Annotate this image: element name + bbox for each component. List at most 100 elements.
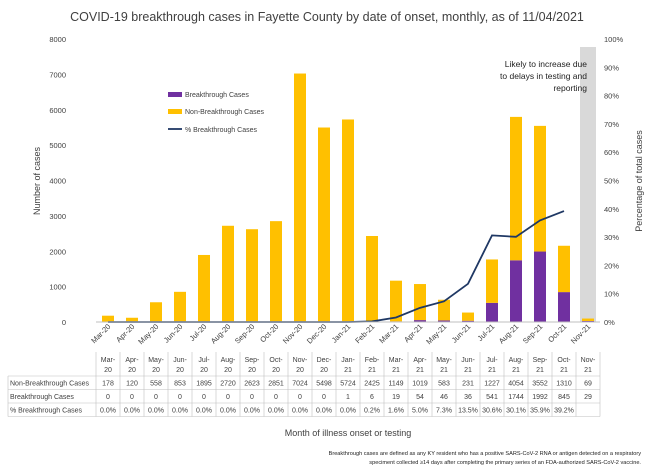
y2-tick-label: 80%	[604, 92, 619, 101]
table-cell: 1744	[508, 394, 524, 401]
table-header-year: 20	[128, 367, 136, 374]
x-tick-label: May-21	[424, 322, 448, 346]
y2-tick-label: 60%	[604, 148, 619, 157]
bar-non-breakthrough	[390, 280, 402, 322]
table-cell: 1.6%	[388, 408, 404, 415]
table-cell: 583	[438, 381, 450, 388]
legend-swatch-breakthrough	[168, 92, 182, 97]
x-tick-label: Mar-21	[377, 322, 400, 345]
table-cell: 5724	[340, 381, 356, 388]
legend-label-non-breakthrough: Non-Breakthrough Cases	[185, 109, 264, 116]
y2-tick-label: 20%	[604, 261, 619, 270]
table-cell: 0	[106, 394, 110, 401]
table-header-month: Feb-	[365, 357, 380, 364]
y-tick-label: 0	[62, 318, 66, 327]
bar-non-breakthrough	[558, 245, 570, 293]
bar-breakthrough	[462, 320, 474, 322]
table-cell: 0	[322, 394, 326, 401]
y-tick-label: 7000	[49, 70, 66, 79]
table-header-month: Jul-	[198, 357, 210, 364]
legend-label-pct: % Breakthrough Cases	[185, 127, 257, 134]
table-cell: 1895	[196, 381, 212, 388]
table-cell: 853	[174, 381, 186, 388]
bar-non-breakthrough	[366, 236, 378, 322]
table-cell: 178	[102, 381, 114, 388]
x-tick-label: May-20	[136, 322, 160, 346]
bar-non-breakthrough	[318, 127, 330, 323]
table-cell: 0.0%	[244, 408, 260, 415]
annotation-line: Likely to increase due	[505, 59, 587, 69]
table-row-label: % Breakthrough Cases	[10, 408, 82, 415]
table-header-year: 21	[560, 367, 568, 374]
table-cell: 7.3%	[436, 408, 452, 415]
table-cell: 1	[346, 394, 350, 401]
table-cell: 0.0%	[340, 408, 356, 415]
table-header-year: 21	[368, 367, 376, 374]
annotation-line: reporting	[553, 83, 587, 93]
legend-label-breakthrough: Breakthrough Cases	[185, 92, 249, 99]
table-cell: 30.1%	[506, 408, 526, 415]
table-cell: 69	[584, 381, 592, 388]
y2-tick-label: 70%	[604, 120, 619, 129]
bar-non-breakthrough	[414, 284, 426, 321]
table-cell: 0.0%	[172, 408, 188, 415]
table-cell: 0	[154, 394, 158, 401]
table-cell: 6	[370, 394, 374, 401]
table-cell: 0.0%	[196, 408, 212, 415]
table-cell: 30.6%	[482, 408, 502, 415]
table-header-month: Jun-	[173, 357, 187, 364]
table-header-year: 21	[440, 367, 448, 374]
bar-non-breakthrough	[438, 299, 450, 321]
table-cell: 0	[226, 394, 230, 401]
table-cell: 541	[486, 394, 498, 401]
table-header-year: 21	[512, 367, 520, 374]
bar-breakthrough	[414, 320, 426, 322]
x-tick-label: Jul-21	[476, 322, 497, 343]
bar-non-breakthrough	[246, 229, 258, 322]
table-cell: 0	[178, 394, 182, 401]
y-tick-label: 8000	[49, 35, 66, 44]
table-header-month: Aug-	[509, 357, 524, 364]
bar-non-breakthrough	[534, 125, 546, 252]
table-header-year: 21	[344, 367, 352, 374]
table-header-month: May-	[436, 357, 452, 364]
bar-breakthrough	[582, 320, 594, 322]
shaded-incomplete-month	[580, 47, 596, 322]
table-header-year: 21	[584, 367, 592, 374]
table-cell: 4054	[508, 381, 524, 388]
bar-breakthrough	[558, 292, 570, 322]
table-header-year: 20	[224, 367, 232, 374]
table-header-year: 21	[464, 367, 472, 374]
bar-non-breakthrough	[486, 259, 498, 303]
table-header-year: 20	[296, 367, 304, 374]
footnote-line: speciment collected ≥14 days after compl…	[369, 460, 641, 466]
table-cell: 54	[416, 394, 424, 401]
x-tick-label: Aug-21	[497, 322, 520, 345]
table-cell: 2425	[364, 381, 380, 388]
y2-tick-label: 100%	[604, 35, 624, 44]
x-tick-label: Jan-21	[330, 322, 353, 345]
table-cell: 1310	[556, 381, 572, 388]
x-tick-label: Nov-20	[281, 322, 304, 345]
table-cell: 46	[440, 394, 448, 401]
table-header-year: 20	[272, 367, 280, 374]
y-tick-label: 3000	[49, 212, 66, 221]
bar-non-breakthrough	[270, 221, 282, 322]
table-header-month: Nov-	[293, 357, 308, 364]
bar-non-breakthrough	[102, 315, 114, 322]
x-tick-label: Apr-21	[402, 322, 424, 344]
table-cell: 1019	[412, 381, 428, 388]
x-tick-label: Aug-20	[209, 322, 232, 345]
bar-breakthrough	[486, 302, 498, 322]
table-header-month: Oct-	[269, 357, 283, 364]
legend-swatch-non-breakthrough	[168, 109, 182, 114]
x-tick-label: Jun-20	[162, 322, 185, 345]
bar-non-breakthrough	[126, 317, 138, 322]
x-tick-label: Dec-20	[305, 322, 328, 345]
y-tick-label: 5000	[49, 141, 66, 150]
bar-non-breakthrough	[150, 302, 162, 322]
bar-non-breakthrough	[510, 116, 522, 261]
table-header-month: Dec-	[317, 357, 332, 364]
table-cell: 1149	[388, 381, 403, 388]
bar-non-breakthrough	[462, 312, 474, 321]
